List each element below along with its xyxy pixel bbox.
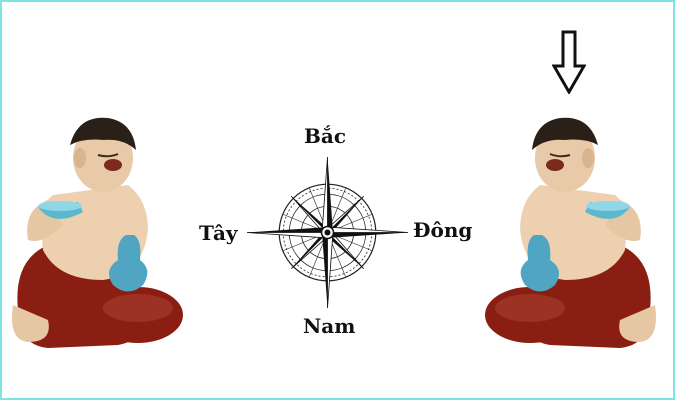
figurine-left [12,117,183,348]
compass-label-north: Bắc [304,124,347,148]
figurine-right [485,117,656,348]
compass-label-east: Đông [413,218,473,242]
compass-label-south: Nam [303,314,356,338]
down-arrow-icon [552,30,586,94]
compass-rose-icon [246,157,409,308]
compass-label-west: Tây [199,221,238,245]
